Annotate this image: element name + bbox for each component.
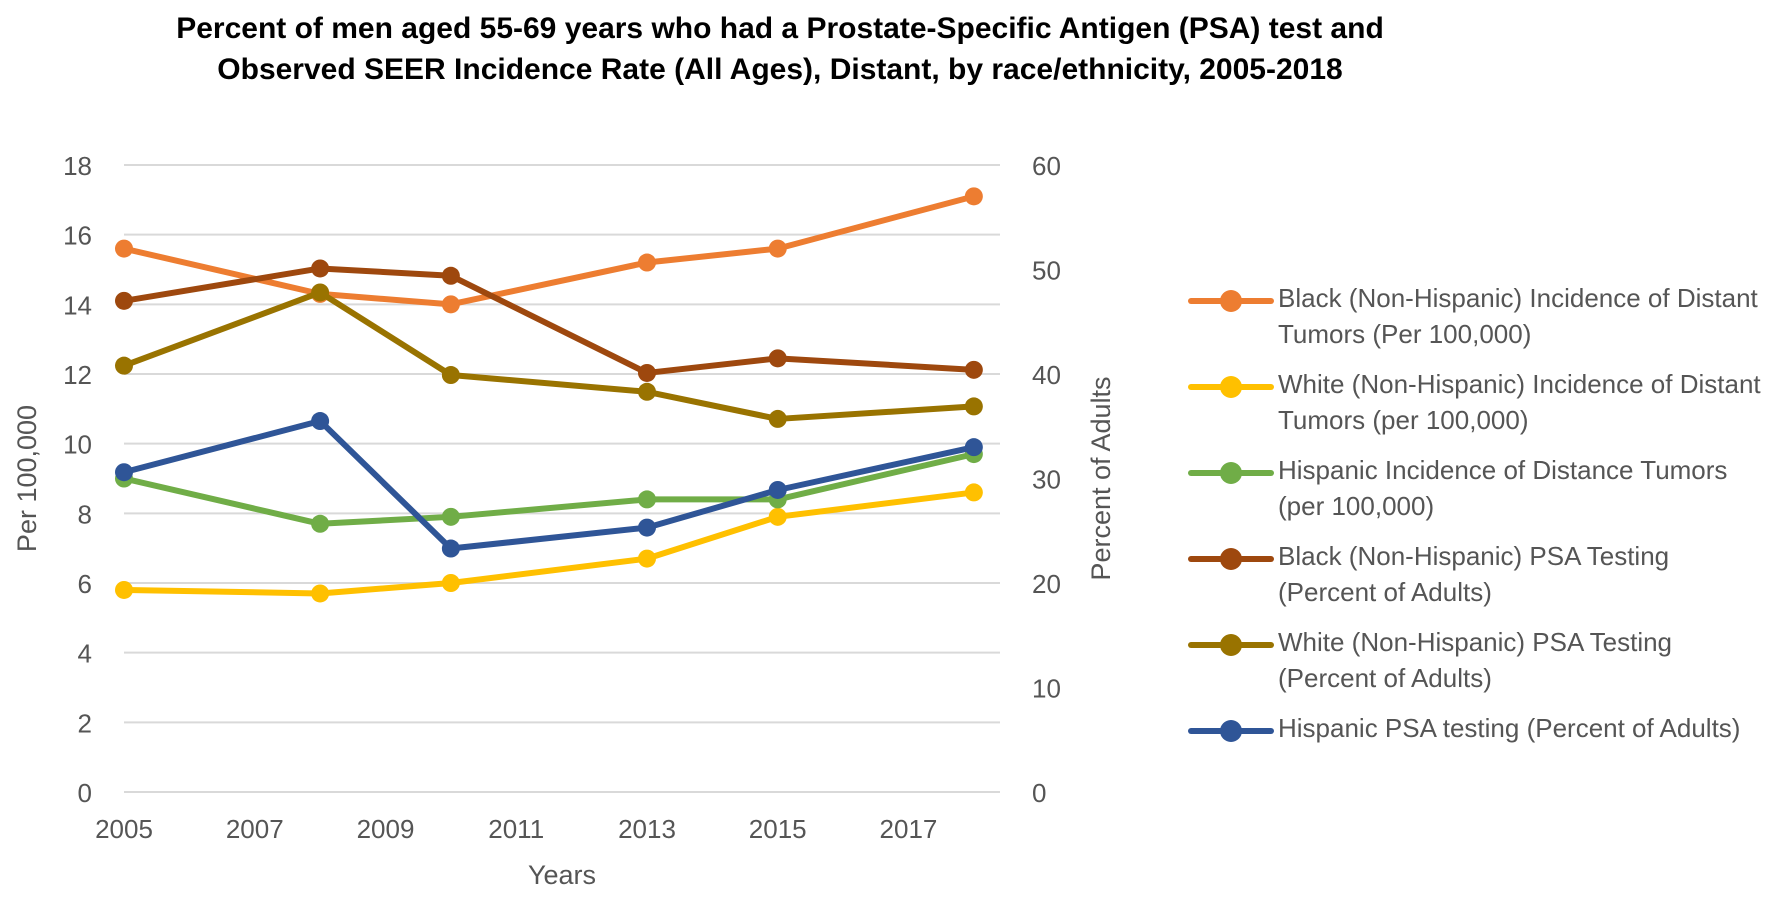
legend-item: Hispanic PSA testing (Percent of Adults): [1188, 710, 1768, 796]
series-line: [121, 265, 977, 376]
x-axis-label: Years: [528, 860, 596, 890]
series-layer: [115, 187, 983, 603]
data-point: [311, 259, 330, 278]
data-point: [115, 463, 133, 482]
legend-marker-icon: [1220, 548, 1242, 570]
legend: Black (Non-Hispanic) Incidence of Distan…: [1188, 280, 1768, 796]
legend-item: Hispanic Incidence of Distance Tumors (p…: [1188, 452, 1768, 538]
series-1: [115, 187, 983, 314]
y-tick-label: 14: [63, 290, 92, 320]
legend-marker-icon: [1220, 720, 1242, 742]
x-tick-label: 2005: [95, 814, 153, 844]
y-tick-label: 0: [78, 778, 92, 808]
legend-label: White (Non-Hispanic) Incidence of Distan…: [1278, 369, 1761, 435]
data-point: [964, 483, 983, 502]
data-point: [311, 283, 330, 302]
legend-label: Hispanic Incidence of Distance Tumors (p…: [1278, 455, 1728, 521]
series-6: [115, 412, 983, 558]
data-point: [637, 363, 656, 382]
data-point: [964, 187, 983, 206]
series-line: [121, 193, 977, 308]
axes: 0 2 4 6 8 10 12 14 16 18 0 10 20 30 40 50 60 2005 2007 2009…: [12, 151, 1116, 890]
data-point: [115, 580, 133, 599]
data-point: [964, 438, 983, 457]
y2-tick-label: 10: [1032, 674, 1061, 704]
data-point: [637, 253, 656, 272]
series-4: [115, 259, 983, 382]
data-point: [964, 397, 983, 416]
data-point: [115, 239, 133, 258]
series-2: [115, 483, 983, 603]
data-point: [637, 382, 656, 401]
x-tick-label: 2011: [488, 814, 544, 844]
legend-item: White (Non-Hispanic) Incidence of Distan…: [1188, 366, 1768, 452]
legend-marker-icon: [1220, 462, 1242, 484]
legend-item: Black (Non-Hispanic) Incidence of Distan…: [1188, 280, 1768, 366]
data-point: [441, 295, 460, 314]
y-tick-label: 16: [63, 221, 92, 251]
data-point: [441, 266, 460, 285]
series-line: [121, 451, 977, 527]
y2-tick-label: 20: [1032, 569, 1061, 599]
data-point: [441, 574, 460, 592]
y-tick-label: 8: [78, 499, 92, 529]
y2-tick-label: 50: [1032, 256, 1061, 286]
legend-marker-icon: [1220, 290, 1242, 312]
data-point: [637, 490, 656, 509]
data-point: [311, 584, 330, 603]
x-tick-label: 2017: [880, 814, 938, 844]
legend-label: Hispanic PSA testing (Percent of Adults): [1278, 713, 1741, 743]
series-line: [121, 418, 977, 552]
y2-axis-label: Percent of Adults: [1086, 376, 1116, 580]
series-line: [121, 489, 977, 597]
legend-marker-icon: [1220, 376, 1242, 398]
data-point: [311, 412, 330, 431]
y2-tick-label: 60: [1032, 151, 1061, 181]
x-tick-label: 2009: [357, 814, 415, 844]
y-tick-label: 6: [78, 569, 92, 599]
data-point: [964, 360, 983, 379]
y-tick-label: 2: [78, 708, 92, 738]
y2-tick-label: 40: [1032, 360, 1061, 390]
y-tick-label: 18: [63, 151, 92, 181]
data-point: [115, 356, 133, 375]
data-point: [441, 507, 460, 526]
legend-label: Black (Non-Hispanic) PSA Testing (Percen…: [1278, 541, 1670, 607]
legend-marker-icon: [1220, 634, 1242, 656]
series-3: [115, 445, 983, 533]
y-tick-label: 10: [63, 430, 92, 460]
data-point: [115, 291, 133, 310]
data-point: [441, 366, 460, 385]
data-point: [637, 549, 656, 568]
legend-label: Black (Non-Hispanic) Incidence of Distan…: [1278, 283, 1758, 349]
data-point: [768, 507, 787, 526]
y-axis-label: Per 100,000: [12, 405, 42, 552]
chart-title: Percent of men aged 55-69 years who had …: [176, 12, 1384, 86]
x-tick-label: 2007: [226, 814, 284, 844]
x-tick-label: 2013: [618, 814, 676, 844]
series-5: [115, 283, 983, 428]
y2-tick-label: 30: [1032, 465, 1061, 495]
data-point: [768, 480, 787, 499]
data-point: [441, 539, 460, 558]
data-point: [637, 518, 656, 537]
data-point: [311, 514, 330, 533]
data-point: [768, 349, 787, 368]
data-point: [768, 409, 787, 428]
legend-item: Black (Non-Hispanic) PSA Testing (Percen…: [1188, 538, 1768, 624]
y-tick-label: 12: [63, 360, 92, 390]
y2-tick-label: 0: [1032, 778, 1046, 808]
data-point: [768, 239, 787, 258]
y-tick-label: 4: [78, 639, 92, 669]
legend-label: White (Non-Hispanic) PSA Testing (Percen…: [1278, 627, 1673, 693]
legend-item: White (Non-Hispanic) PSA Testing (Percen…: [1188, 624, 1768, 710]
series-line: [121, 289, 977, 422]
x-tick-label: 2015: [749, 814, 807, 844]
